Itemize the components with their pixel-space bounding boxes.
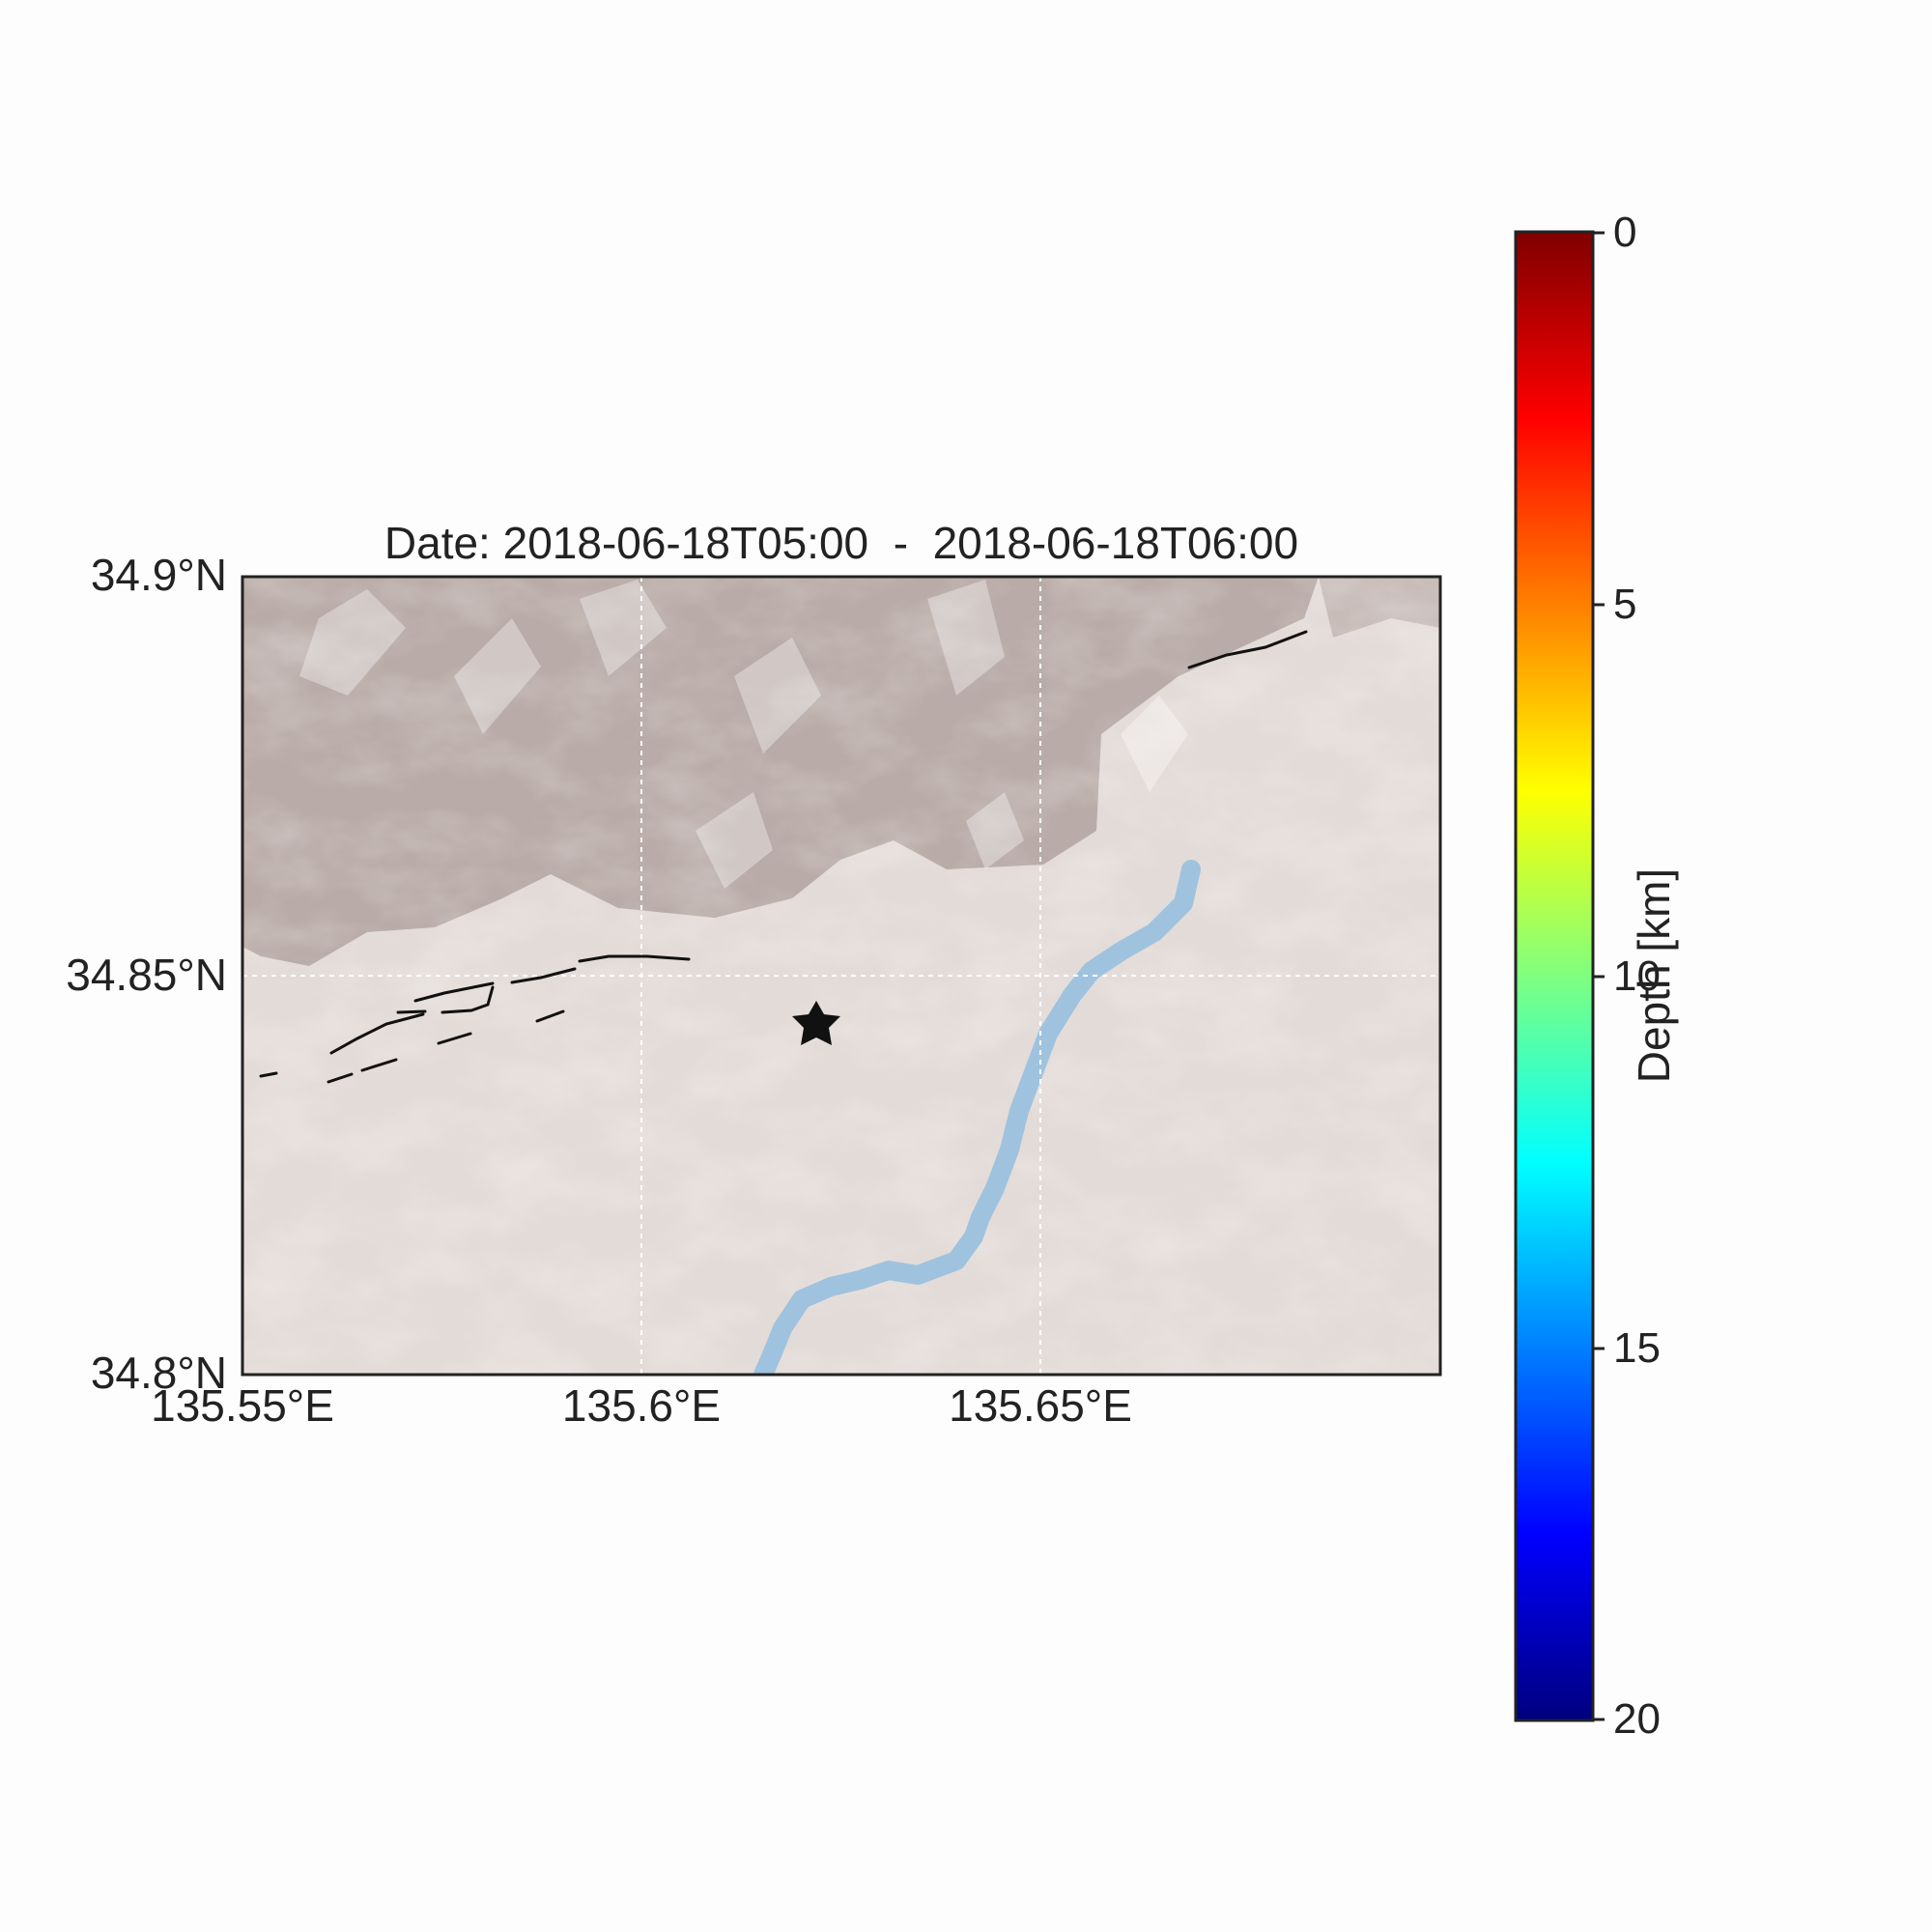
lon-tick-label: 135.6°E: [561, 1380, 722, 1431]
hillshade-ridges: [299, 580, 1188, 889]
colorbar-ticks: [1593, 231, 1605, 1721]
colorbar-tick-label: 20: [1613, 1695, 1661, 1743]
colorbar: [1516, 232, 1593, 1720]
map-title: Date: 2018-06-18T05:00 - 2018-06-18T06:0…: [384, 518, 1299, 568]
lon-tick-label: 135.55°E: [151, 1380, 334, 1431]
epicenter-star: [792, 1001, 840, 1045]
map-frame: [241, 575, 1442, 1377]
colorbar-tick-label: 0: [1613, 209, 1637, 256]
lat-tick-label: 34.8°N: [90, 1348, 227, 1398]
lon-tick-label: 135.65°E: [949, 1380, 1132, 1431]
colorbar-tick-label: 15: [1613, 1324, 1661, 1372]
lat-tick-label: 34.85°N: [66, 950, 227, 1000]
gridlines: [242, 577, 1440, 1375]
colorbar-label: Depth [km]: [1629, 867, 1679, 1084]
active-faults: [259, 630, 1308, 1084]
lat-tick-label: 34.9°N: [90, 550, 227, 600]
colorbar-tick-label: 5: [1613, 581, 1637, 628]
colorbar-tick-label: 10: [1613, 952, 1661, 1000]
river: [753, 860, 1201, 1375]
